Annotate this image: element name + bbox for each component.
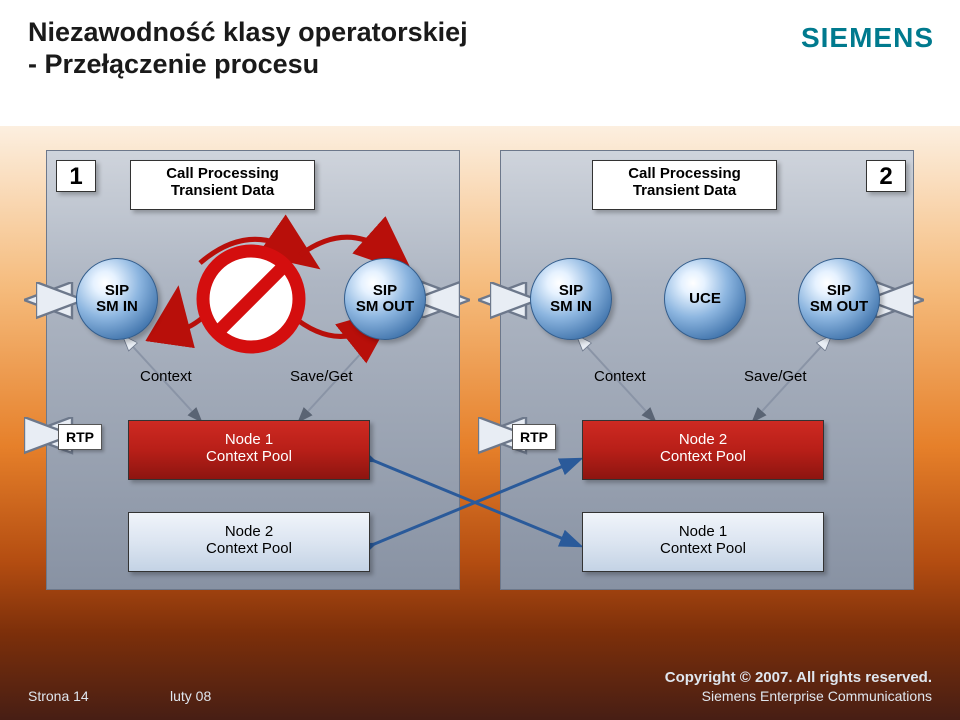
cr-so2: SM OUT <box>810 299 868 316</box>
pool-node1-right: Node 1 Context Pool <box>582 512 824 572</box>
cp-l1: Call Processing <box>131 165 314 182</box>
cr-l1: SIP <box>559 283 583 300</box>
p2-l1: Node 2 <box>129 523 369 540</box>
p2-l2: Context Pool <box>129 540 369 557</box>
cp-r1: Call Processing <box>593 165 776 182</box>
pool-node1-left: Node 1 Context Pool <box>128 420 370 480</box>
p1-l1: Node 1 <box>129 431 369 448</box>
panel-num-2: 2 <box>866 160 906 192</box>
p3-l2: Context Pool <box>583 448 823 465</box>
siemens-logo: SIEMENS <box>801 22 934 54</box>
ctx-left: Context <box>140 368 192 385</box>
prohibit-icon <box>196 244 306 359</box>
p4-l1: Node 1 <box>583 523 823 540</box>
cr-so1: SIP <box>827 283 851 300</box>
save-right: Save/Get <box>744 368 807 385</box>
footer: Strona 14 luty 08 Copyright © 2007. All … <box>0 664 960 710</box>
rtp-left: RTP <box>58 424 102 450</box>
panel-num-1: 1 <box>56 160 96 192</box>
circle-uce-right: UCE <box>664 258 746 340</box>
c-l1: SIP <box>105 283 129 300</box>
cr-l2: SM IN <box>550 299 592 316</box>
ctx-right: Context <box>594 368 646 385</box>
cr-uce: UCE <box>689 291 721 308</box>
c-so1: SIP <box>373 283 397 300</box>
p4-l2: Context Pool <box>583 540 823 557</box>
rtp-right: RTP <box>512 424 556 450</box>
footer-date: luty 08 <box>170 688 211 704</box>
cp-r2: Transient Data <box>593 182 776 199</box>
slide-root: Niezawodność klasy operatorskiej - Przeł… <box>0 0 960 720</box>
cp-l2: Transient Data <box>131 182 314 199</box>
pool-node2-left: Node 2 Context Pool <box>128 512 370 572</box>
cp-box-right: Call Processing Transient Data <box>592 160 777 210</box>
p1-l2: Context Pool <box>129 448 369 465</box>
pool-node2-right: Node 2 Context Pool <box>582 420 824 480</box>
c-l2: SM IN <box>96 299 138 316</box>
circle-sip-out-right: SIP SM OUT <box>798 258 880 340</box>
title-line1: Niezawodność klasy operatorskiej <box>28 16 468 48</box>
cp-box-left: Call Processing Transient Data <box>130 160 315 210</box>
c-so2: SM OUT <box>356 299 414 316</box>
title-line2: - Przełączenie procesu <box>28 48 468 80</box>
p3-l1: Node 2 <box>583 431 823 448</box>
footer-company: Siemens Enterprise Communications <box>702 688 932 704</box>
circle-sip-in-right: SIP SM IN <box>530 258 612 340</box>
save-left: Save/Get <box>290 368 353 385</box>
footer-copy: Copyright © 2007. All rights reserved. <box>665 669 932 686</box>
slide-title: Niezawodność klasy operatorskiej - Przeł… <box>28 16 468 81</box>
footer-page: Strona 14 <box>28 688 89 704</box>
circle-sip-in-left: SIP SM IN <box>76 258 158 340</box>
circle-sip-out-left: SIP SM OUT <box>344 258 426 340</box>
